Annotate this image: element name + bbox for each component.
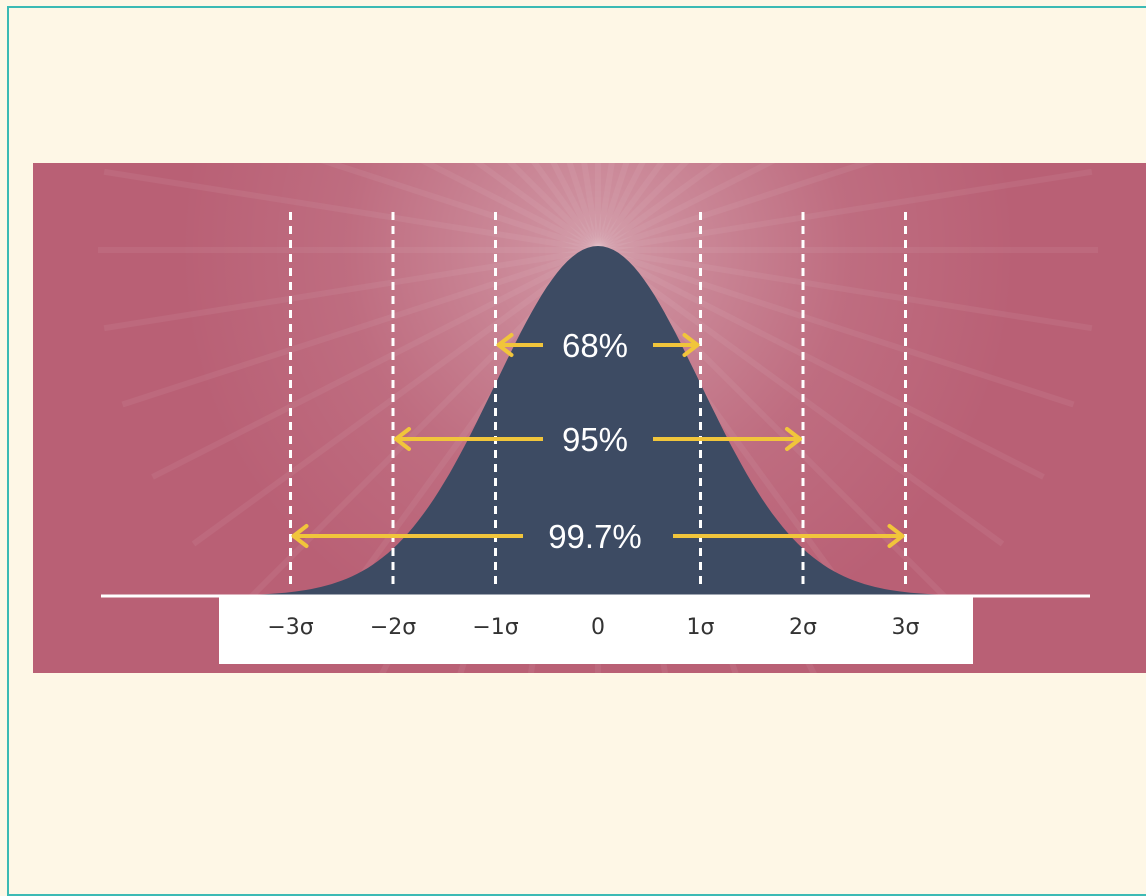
tick-label: 2σ xyxy=(789,615,817,640)
bell-curve xyxy=(85,246,1111,596)
tick-labels: −3σ −2σ −1σ 0 1σ 2σ 3σ xyxy=(267,615,919,640)
range-arrows: 68% 95% 99.7% xyxy=(291,327,905,555)
tick-label: 1σ xyxy=(687,615,715,640)
tick-label: 3σ xyxy=(892,615,920,640)
range-arrow: 68% xyxy=(496,327,700,364)
range-percent-label: 68% xyxy=(562,327,628,364)
range-arrow: 99.7% xyxy=(291,518,905,555)
sigma-guide-lines xyxy=(289,212,907,590)
tick-label: −3σ xyxy=(267,615,313,640)
range-arrow: 95% xyxy=(394,421,802,458)
tick-label: −2σ xyxy=(370,615,416,640)
tick-label: 0 xyxy=(591,615,605,640)
tick-label: −1σ xyxy=(472,615,518,640)
range-percent-label: 99.7% xyxy=(548,518,642,555)
range-percent-label: 95% xyxy=(562,421,628,458)
tick-label-box xyxy=(219,596,973,664)
